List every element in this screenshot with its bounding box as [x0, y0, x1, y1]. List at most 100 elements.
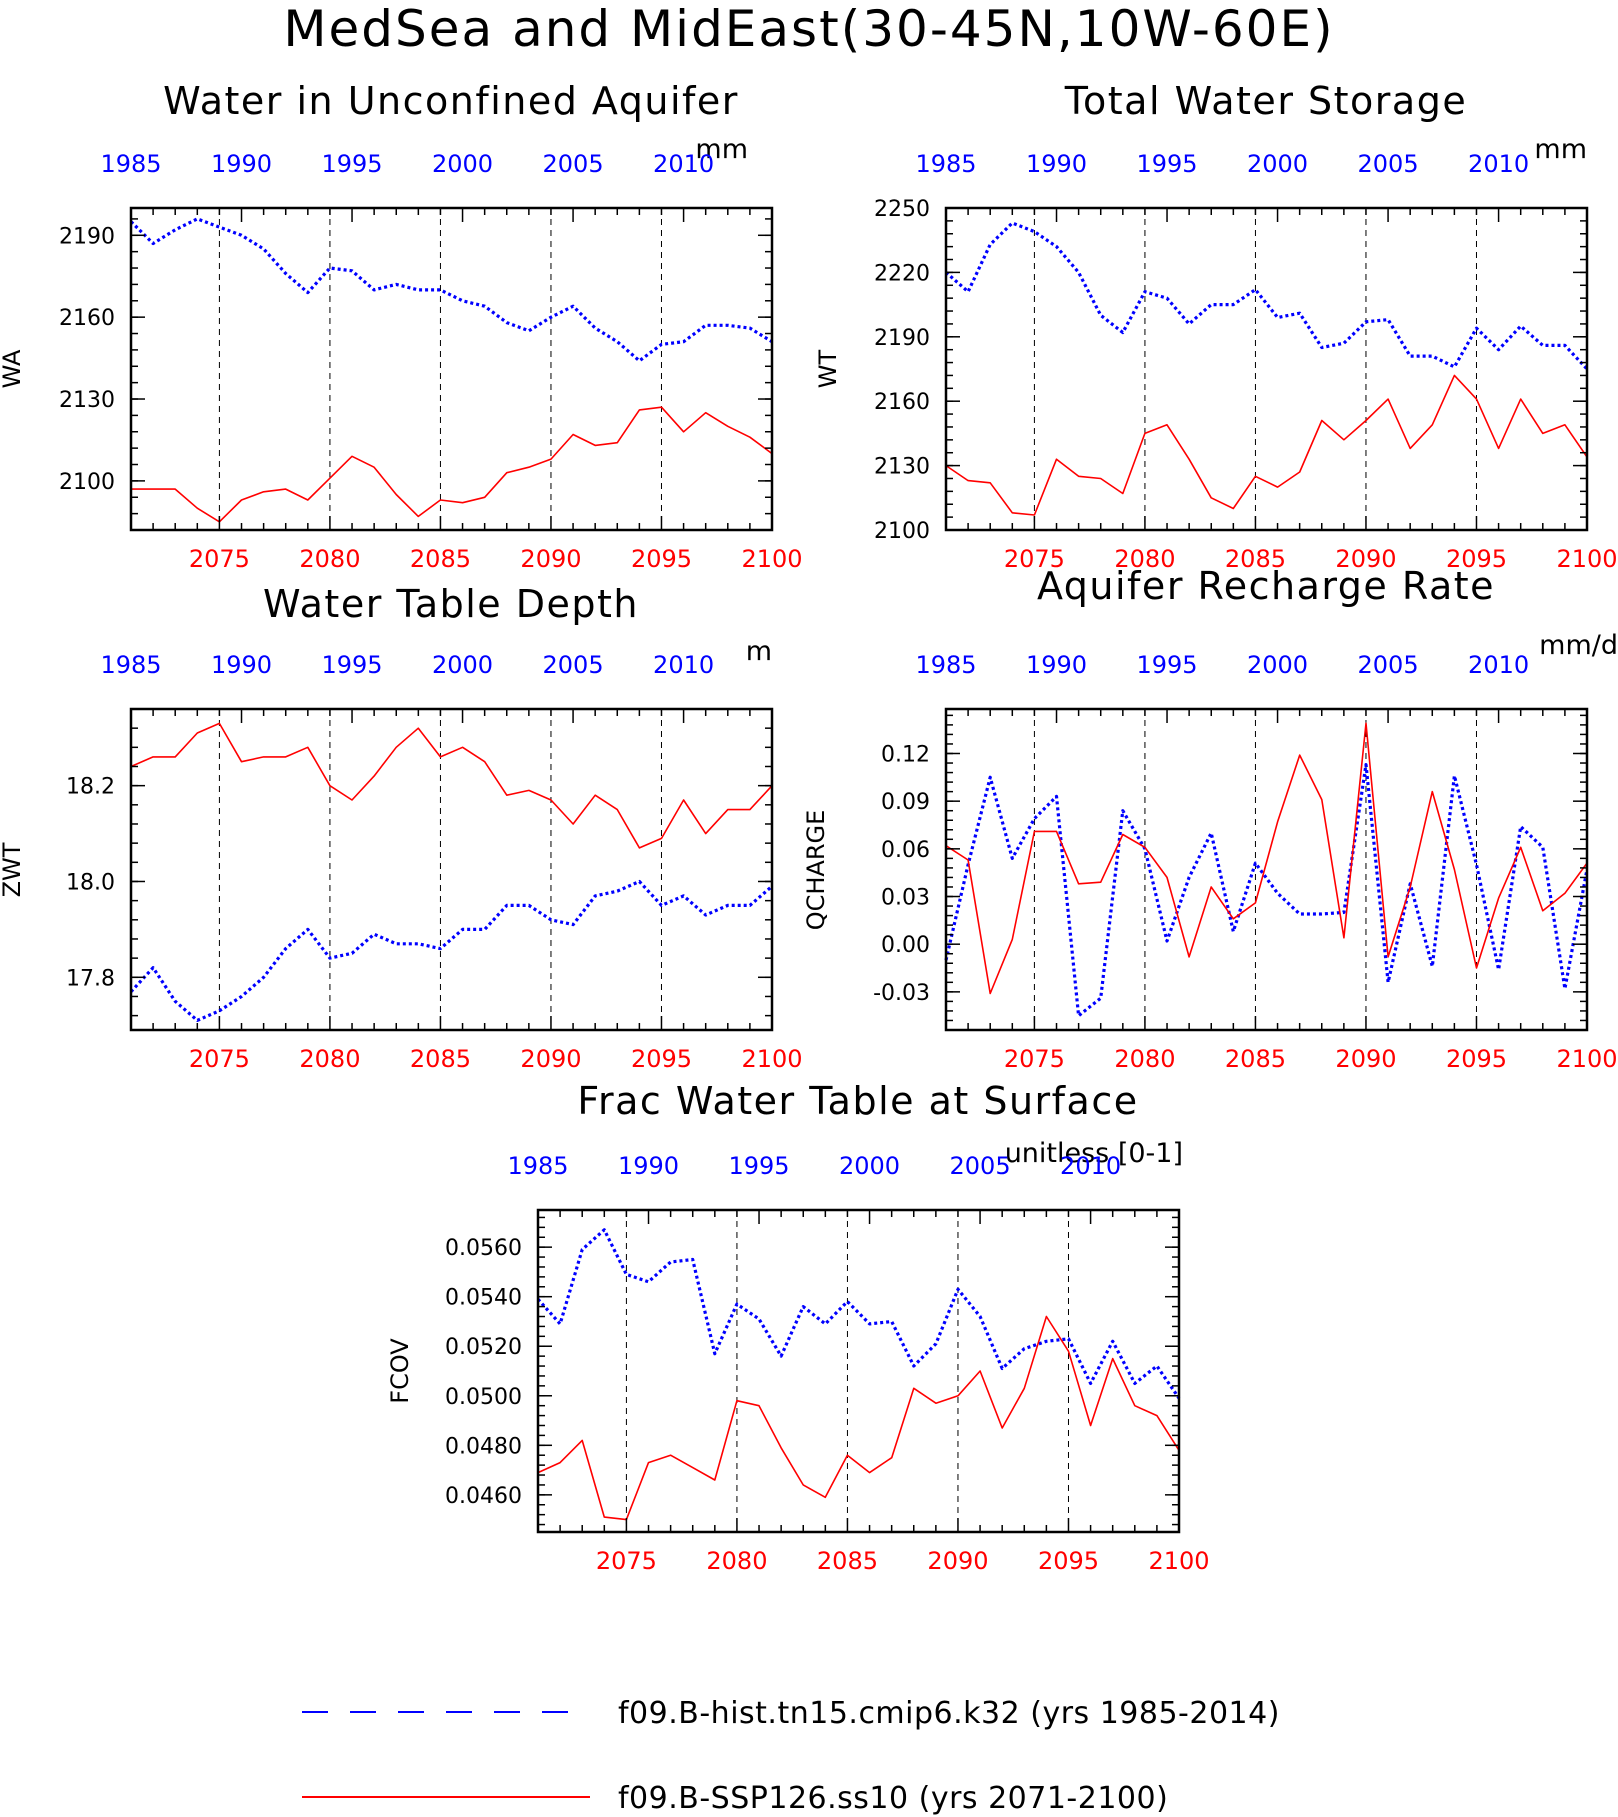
y-tick-label: 0.0460: [445, 1484, 522, 1509]
y-tick-label: 2160: [59, 306, 115, 331]
series-line-ssp: [945, 374, 1588, 516]
x-tick-label-top: 1985: [915, 150, 976, 178]
series-line-hist: [944, 762, 1589, 1018]
x-tick-label-top: 2010: [1468, 150, 1529, 178]
y-tick-label: 0.0500: [445, 1385, 522, 1410]
series-line-hist: [536, 1228, 1181, 1400]
y-axis-label: WA: [0, 349, 26, 388]
x-tick-label-top: 2005: [543, 651, 604, 679]
y-tick-label: 0.09: [881, 790, 930, 815]
x-tick-label-top: 1985: [100, 651, 161, 679]
x-tick-label-bottom: 2095: [1446, 1045, 1507, 1073]
x-tick-label-bottom: 2085: [817, 1547, 878, 1575]
x-tick-label-top: 1985: [507, 1152, 568, 1180]
x-tick-label-top: 2000: [839, 1152, 900, 1180]
y-tick-label: 2130: [59, 388, 115, 413]
x-tick-label-bottom: 2085: [410, 1045, 471, 1073]
x-tick-label-top: 2000: [432, 651, 493, 679]
units-label: mm: [1534, 134, 1587, 165]
y-tick-label: 2190: [874, 326, 930, 351]
x-tick-label-top: 2010: [653, 150, 714, 178]
x-tick-label-bottom: 2075: [189, 545, 250, 573]
x-tick-label-top: 2005: [1358, 150, 1419, 178]
y-axis-label: WT: [814, 349, 842, 388]
series-line-hist: [129, 217, 773, 363]
x-tick-label-top: 2000: [432, 150, 493, 178]
y-tick-label: 0.12: [881, 742, 930, 767]
y-axis-label: FCOV: [386, 1338, 414, 1404]
x-tick-label-bottom: 2090: [520, 545, 581, 573]
y-tick-label: 0.0540: [445, 1286, 522, 1311]
series-line-ssp: [131, 406, 773, 523]
x-tick-label-bottom: 2100: [1556, 1045, 1617, 1073]
y-tick-label: 0.06: [881, 838, 930, 863]
x-tick-label-top: 1990: [618, 1152, 679, 1180]
y-tick-label: 0.0560: [445, 1236, 522, 1261]
legend-label-hist: f09.B-hist.tn15.cmip6.k32 (yrs 1985-2014…: [618, 1696, 1280, 1731]
y-tick-label: 2190: [59, 224, 115, 249]
series-line-hist: [129, 879, 774, 1023]
x-tick-label-bottom: 2090: [1335, 545, 1396, 573]
x-tick-label-bottom: 2095: [1038, 1547, 1099, 1575]
y-tick-label: 2250: [874, 197, 930, 222]
x-tick-label-bottom: 2095: [631, 545, 692, 573]
x-tick-label-top: 2010: [1060, 1152, 1121, 1180]
x-tick-label-top: 2005: [1358, 651, 1419, 679]
y-tick-label: 2130: [874, 455, 930, 480]
y-tick-label: -0.03: [873, 981, 930, 1006]
panel-title: Frac Water Table at Surface: [577, 1079, 1138, 1123]
x-tick-label-top: 2010: [653, 651, 714, 679]
series-line-ssp: [537, 1315, 1180, 1521]
x-tick-label-top: 1995: [321, 651, 382, 679]
panel-title: Water in Unconfined Aquifer: [163, 79, 739, 123]
x-tick-label-bottom: 2080: [1114, 545, 1175, 573]
x-tick-label-top: 2000: [1247, 150, 1308, 178]
x-tick-label-bottom: 2075: [1004, 545, 1065, 573]
y-tick-label: 2220: [874, 261, 930, 286]
x-tick-label-bottom: 2090: [1335, 1045, 1396, 1073]
x-tick-label-bottom: 2095: [631, 1045, 692, 1073]
x-tick-label-bottom: 2075: [189, 1045, 250, 1073]
x-tick-label-top: 2000: [1247, 651, 1308, 679]
y-tick-label: 18.2: [66, 775, 115, 800]
x-tick-label-bottom: 2080: [1114, 1045, 1175, 1073]
panel-title: Water Table Depth: [263, 582, 639, 626]
x-tick-label-bottom: 2100: [741, 545, 802, 573]
x-tick-label-top: 2005: [543, 150, 604, 178]
plot-frame: [944, 206, 1589, 532]
y-tick-label: 0.03: [881, 886, 930, 911]
panel-title: Aquifer Recharge Rate: [1037, 564, 1495, 608]
y-axis-label: ZWT: [0, 842, 26, 897]
x-tick-label-top: 1995: [728, 1152, 789, 1180]
units-label: m: [746, 636, 772, 667]
plot-frame: [129, 206, 774, 532]
legend: f09.B-hist.tn15.cmip6.k32 (yrs 1985-2014…: [302, 1696, 1280, 1816]
x-tick-label-bottom: 2100: [1148, 1547, 1209, 1575]
x-tick-label-top: 1995: [1136, 150, 1197, 178]
plot-frame: [944, 707, 1589, 1032]
x-tick-label-bottom: 2080: [299, 545, 360, 573]
panel-water-table-depth: Water Table Depth m ZWT 2075 2080 2085 2090…: [0, 582, 803, 1073]
y-tick-label: 2160: [874, 390, 930, 415]
legend-label-ssp: f09.B-SSP126.ss10 (yrs 2071-2100): [618, 1781, 1168, 1816]
plot-frame: [536, 1208, 1181, 1534]
panel-total-water-storage: Total Water Storage mm WT 2075 2080 2085 20…: [814, 79, 1618, 573]
x-tick-label-bottom: 2075: [1004, 1045, 1065, 1073]
x-tick-label-bottom: 2100: [1556, 545, 1617, 573]
figure-title: MedSea and MidEast(30-45N,10W-60E): [283, 0, 1334, 58]
panel-water-unconfined-aquifer: Water in Unconfined Aquifer mm WA 2075 20…: [0, 79, 803, 573]
series-line-ssp: [130, 722, 773, 849]
y-tick-label: 18.0: [66, 870, 115, 895]
panel-frac-water-table-surface: Frac Water Table at Surface unitless [0-…: [386, 1079, 1210, 1575]
x-tick-label-bottom: 2080: [299, 1045, 360, 1073]
panel-title: Total Water Storage: [1064, 79, 1467, 123]
x-tick-label-bottom: 2090: [927, 1547, 988, 1575]
x-tick-label-top: 1990: [1026, 651, 1087, 679]
plot-frame: [129, 707, 774, 1032]
y-tick-label: 17.8: [66, 966, 115, 991]
x-tick-label-top: 1990: [211, 651, 272, 679]
x-tick-label-top: 1990: [1026, 150, 1087, 178]
y-tick-label: 2100: [874, 519, 930, 544]
x-tick-label-bottom: 2090: [520, 1045, 581, 1073]
